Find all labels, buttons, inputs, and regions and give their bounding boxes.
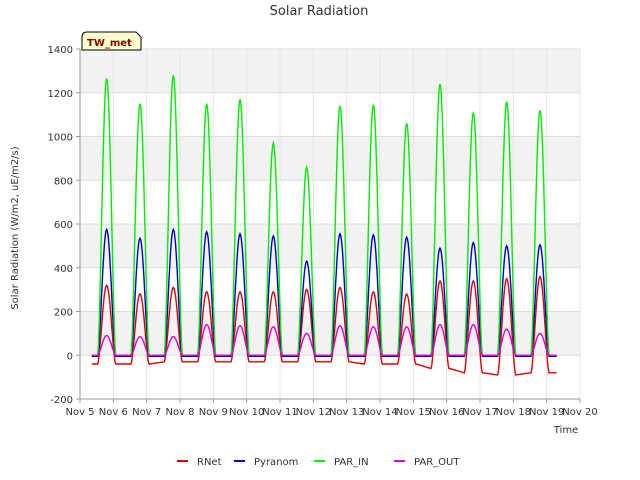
x-tick-label: Nov 13 bbox=[329, 407, 364, 418]
x-tick-label: Nov 7 bbox=[132, 407, 161, 418]
legend-label-par-out: PAR_OUT bbox=[414, 457, 460, 468]
badge-shape bbox=[81, 31, 142, 51]
x-tick-label: Nov 10 bbox=[229, 407, 264, 418]
series-line-rnet bbox=[91, 275, 557, 376]
series-lines bbox=[91, 75, 557, 376]
series-line-pyranom bbox=[91, 227, 557, 357]
chart-title: Solar Radiation bbox=[270, 4, 369, 19]
x-tick-label: Nov 20 bbox=[562, 407, 597, 418]
legend-label-rnet: RNet bbox=[197, 457, 222, 468]
x-tick-label: Nov 11 bbox=[262, 407, 297, 418]
plot-band bbox=[80, 311, 580, 356]
legend-label-par-in: PAR_IN bbox=[334, 457, 369, 468]
y-tick-label: 200 bbox=[54, 308, 73, 319]
tw-met-badge: TW_met bbox=[81, 31, 142, 51]
y-tick-label: 1200 bbox=[48, 89, 73, 100]
badge-label: TW_met bbox=[87, 38, 132, 49]
x-tick-label: Nov 18 bbox=[496, 407, 531, 418]
axes: -200 0 200 400 600 800 1000 1200 1400 Nov 5 Nov 6 N… bbox=[48, 45, 598, 418]
x-tick-label: Nov 5 bbox=[65, 407, 94, 418]
plot-band bbox=[80, 224, 580, 268]
legend-label-pyranom: Pyranom bbox=[254, 457, 298, 468]
x-tick-label: Nov 6 bbox=[99, 407, 128, 418]
x-tick-label: Nov 14 bbox=[362, 407, 397, 418]
x-tick-label: Nov 12 bbox=[296, 407, 331, 418]
y-tick-label: 0 bbox=[67, 351, 73, 362]
plot-band bbox=[80, 49, 580, 93]
x-tick-label: Nov 8 bbox=[165, 407, 194, 418]
y-tick-label: 1400 bbox=[48, 45, 73, 56]
x-tick-label: Nov 19 bbox=[529, 407, 564, 418]
legend: RNet Pyranom PAR_IN PAR_OUT bbox=[177, 457, 460, 468]
x-tick-label: Nov 15 bbox=[396, 407, 431, 418]
x-tick-label: Nov 17 bbox=[462, 407, 497, 418]
y-axis-label: Solar Radiation (W/m2, uE/m2/s) bbox=[10, 146, 21, 309]
plot-band bbox=[80, 136, 580, 181]
y-tick-label: -200 bbox=[50, 395, 73, 406]
x-tick-label: Nov 16 bbox=[429, 407, 464, 418]
y-tick-label: 800 bbox=[54, 176, 73, 187]
series-line-par-out bbox=[91, 323, 557, 356]
y-tick-label: 400 bbox=[54, 264, 73, 275]
y-tick-label: 600 bbox=[54, 220, 73, 231]
x-tick-label: Nov 9 bbox=[199, 407, 228, 418]
x-axis-label: Time bbox=[553, 425, 578, 436]
y-tick-label: 1000 bbox=[48, 133, 73, 144]
